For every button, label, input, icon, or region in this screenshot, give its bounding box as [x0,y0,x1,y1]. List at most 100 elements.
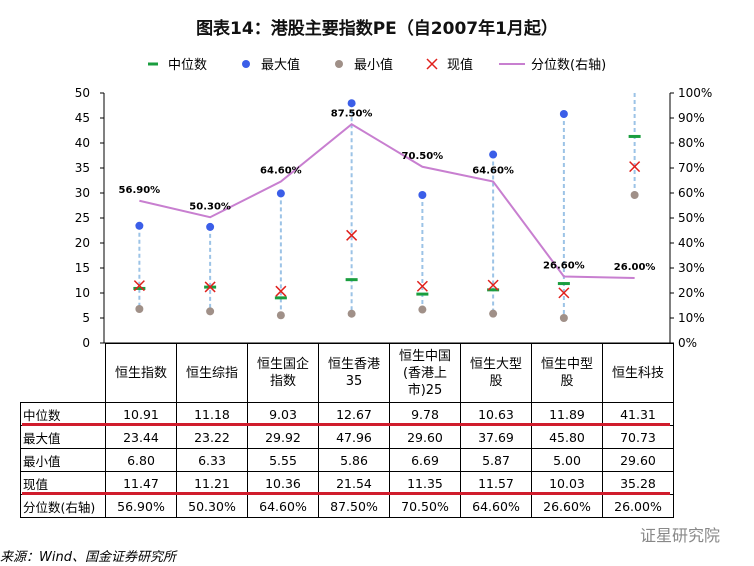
table-cell: 70.73 [602,425,674,449]
legend-label: 最大值 [261,57,300,73]
table-cell: 11.21 [176,471,248,495]
table-row: 最小值 6.80 6.33 5.55 5.86 6.69 5.87 5.00 29.60 [20,448,674,472]
max-point [206,222,215,231]
median-mark [628,134,641,138]
table-cell: 10.91 [105,402,177,426]
table-cell: 5.87 [460,448,532,472]
y-tick-label: 30 [75,186,90,200]
max-point [559,110,568,118]
median-mark [204,285,217,289]
table-cell: 37.69 [460,425,532,449]
table-cell: 70.50% [389,494,461,518]
y-tick-label: 10 [75,286,90,300]
y-tick-label: 40 [75,136,90,150]
percentile-label: 56.90% [119,185,161,196]
min-point [347,309,356,318]
column-header: 恒生中国 (香港上 市)25 [389,343,461,403]
y2-tick-label: 70% [678,161,705,175]
min-point [276,311,285,320]
table-cell: 35.28 [602,471,674,495]
table-cell: 10.03 [531,471,603,495]
legend-label: 现值 [447,57,473,73]
y2-tick-label: 20% [678,286,705,300]
table-cell: 56.90% [105,494,177,518]
current-mark [275,285,287,297]
row-label: 最大值 [20,425,106,449]
percentile-line [139,123,635,279]
watermark: 证星研究院 [640,526,721,545]
legend-max-icon [242,60,250,68]
table-cell: 64.60% [247,494,319,518]
table-cell: 6.69 [389,448,461,472]
table-cell: 5.00 [531,448,603,472]
row-label: 分位数(右轴) [20,494,106,518]
min-point [418,305,427,314]
table-cell: 87.50% [318,494,390,518]
percentile-label: 26.60% [543,261,585,272]
max-point [135,221,144,230]
legend-median-icon [148,62,158,66]
min-point [206,307,215,316]
column-header: 恒生指数 [105,343,177,403]
max-point [489,150,498,159]
table-cell: 47.96 [318,425,390,449]
table-cell: 10.63 [460,402,532,426]
y2-tick-label: 100% [678,86,712,100]
y-tick-label: 50 [75,86,90,100]
max-point [418,191,427,199]
table-row: 中位数 10.91 11.18 9.03 12.67 9.78 10.63 11.89 41.3… [20,402,674,426]
current-mark [346,229,358,241]
table-cell: 11.18 [176,402,248,426]
median-mark [416,292,429,296]
table-cell: 26.00% [602,494,674,518]
legend-current-icon [426,58,438,70]
percentile-label: 70.50% [402,151,444,162]
table-cell: 5.55 [247,448,319,472]
table-cell: 10.36 [247,471,319,495]
median-mark [274,296,287,300]
table-cell: 26.60% [531,494,603,518]
column-header: 恒生香港 35 [318,343,390,403]
y2-tick-label: 80% [678,136,705,150]
table-cell: 9.03 [247,402,319,426]
table-cell: 5.86 [318,448,390,472]
min-point [630,191,639,199]
table-cell: 23.44 [105,425,177,449]
current-mark [133,280,145,292]
column-header: 恒生中型股 [531,343,603,403]
min-point [135,305,144,313]
y2-tick-label: 90% [678,111,705,125]
y2-tick-label: 40% [678,236,705,250]
table-cell: 6.80 [105,448,177,472]
table-cell: 9.78 [389,402,461,426]
row-label: 最小值 [20,448,106,472]
max-point [276,189,285,198]
table-cell: 6.33 [176,448,248,472]
chart-title: 图表14：港股主要指数PE（自2007年1月起） [196,19,558,39]
current-mark [204,281,216,293]
table-cell: 23.22 [176,425,248,449]
column-header: 恒生大型股 [460,343,532,403]
table-cell: 11.35 [389,471,461,495]
percentile-label: 64.60% [472,166,514,177]
y2-tick-label: 10% [678,311,705,325]
y-tick-label: 45 [75,111,90,125]
current-mark [629,161,641,173]
table-cell: 11.47 [105,471,177,495]
table-cell: 11.57 [460,471,532,495]
y2-tick-label: 60% [678,186,705,200]
y-tick-label: 15 [75,261,90,275]
row-label: 中位数 [20,402,106,426]
percentile-label: 26.00% [614,262,656,273]
median-mark [487,288,500,292]
table-cell: 12.67 [318,402,390,426]
table-cell: 29.60 [602,448,674,472]
min-point [559,314,568,322]
legend-label: 最小值 [354,57,393,73]
median-mark [345,278,358,282]
column-header: 恒生综指 [176,343,248,403]
y-tick-label: 25 [75,211,90,225]
column-header: 恒生国企 指数 [247,343,319,403]
median-mark [133,286,146,290]
table-cell: 21.54 [318,471,390,495]
